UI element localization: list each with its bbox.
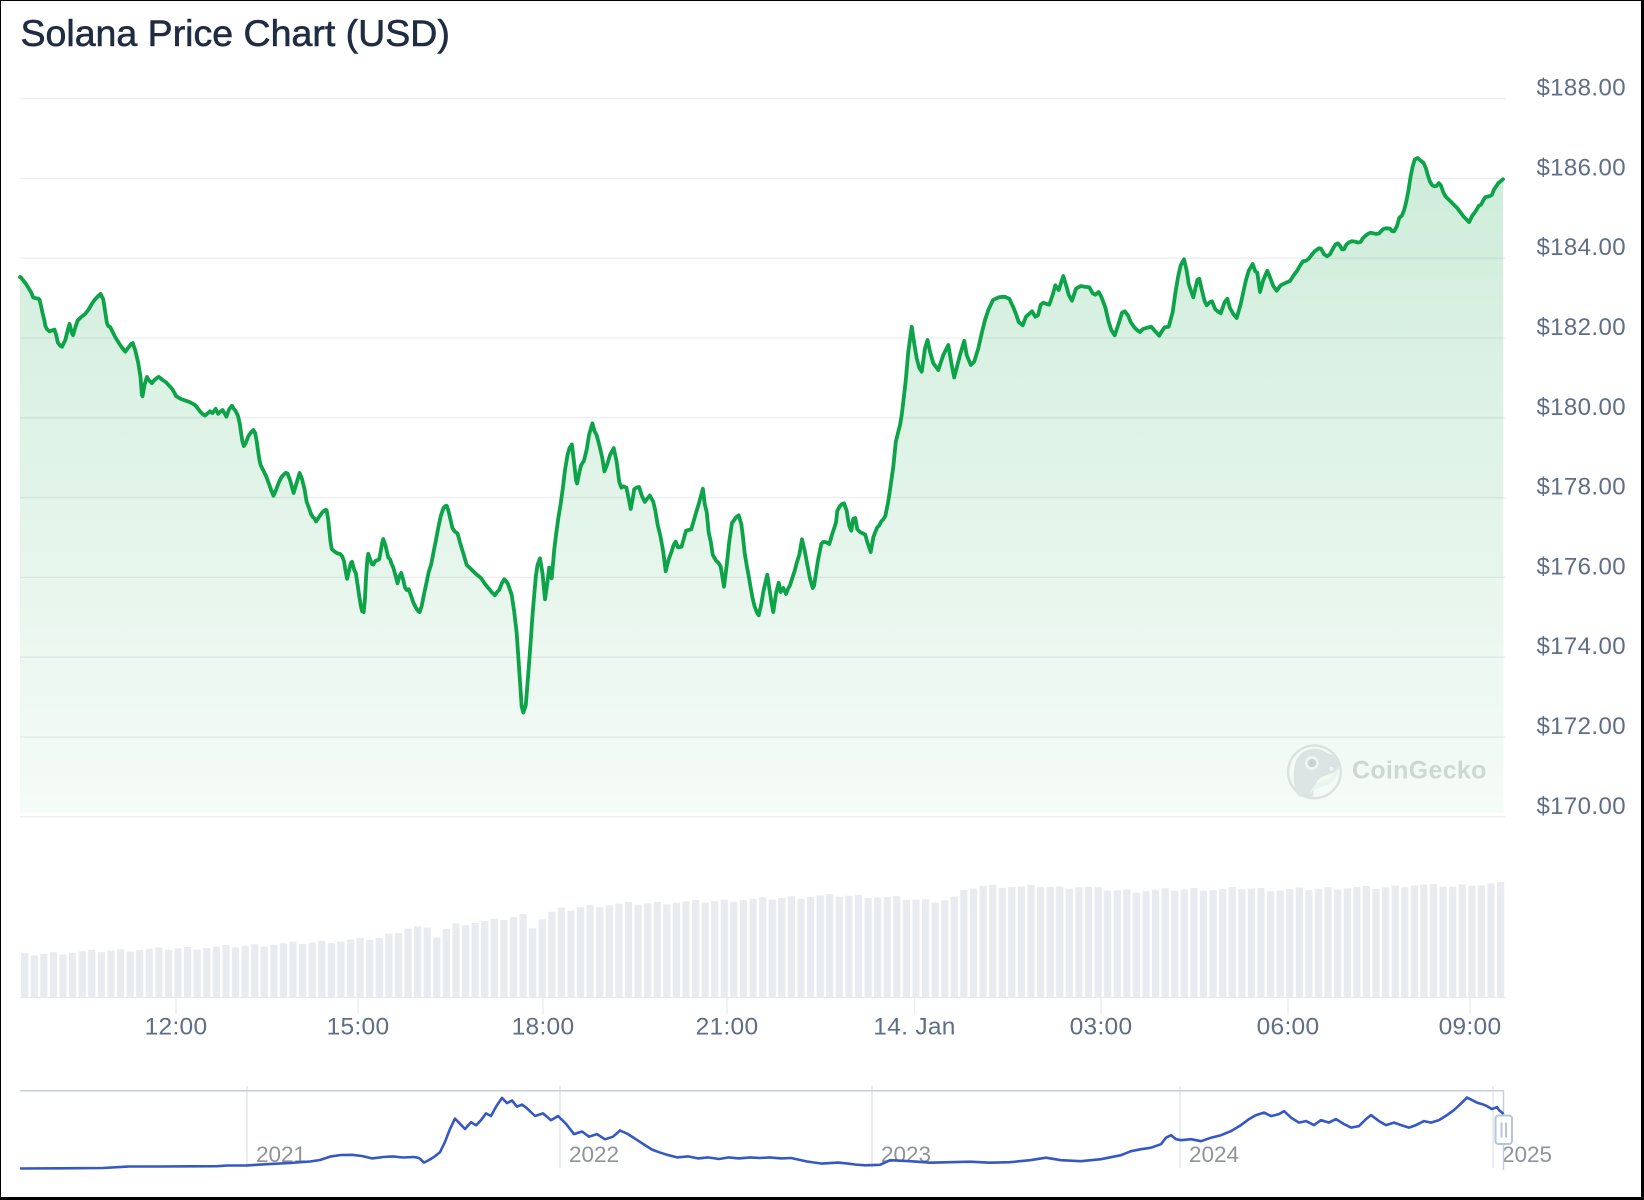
svg-text:06:00: 06:00 — [1257, 1014, 1320, 1041]
svg-text:12:00: 12:00 — [145, 1014, 208, 1041]
svg-text:09:00: 09:00 — [1439, 1014, 1502, 1041]
svg-text:18:00: 18:00 — [512, 1014, 575, 1041]
svg-text:$178.00: $178.00 — [1536, 474, 1626, 501]
svg-text:$184.00: $184.00 — [1536, 234, 1626, 261]
svg-text:2022: 2022 — [569, 1142, 619, 1167]
svg-text:$174.00: $174.00 — [1536, 633, 1626, 660]
svg-text:$182.00: $182.00 — [1536, 314, 1626, 341]
svg-text:21:00: 21:00 — [696, 1014, 759, 1041]
svg-text:2024: 2024 — [1189, 1142, 1239, 1167]
svg-text:$170.00: $170.00 — [1536, 793, 1626, 820]
svg-text:$186.00: $186.00 — [1536, 154, 1626, 181]
svg-text:$188.00: $188.00 — [1536, 75, 1626, 102]
svg-text:2025: 2025 — [1502, 1142, 1552, 1167]
svg-text:15:00: 15:00 — [327, 1014, 390, 1041]
svg-text:14. Jan: 14. Jan — [873, 1014, 955, 1041]
svg-text:$176.00: $176.00 — [1536, 553, 1626, 580]
svg-text:03:00: 03:00 — [1070, 1014, 1133, 1041]
svg-text:$180.00: $180.00 — [1536, 394, 1626, 421]
svg-text:$172.00: $172.00 — [1536, 713, 1626, 740]
